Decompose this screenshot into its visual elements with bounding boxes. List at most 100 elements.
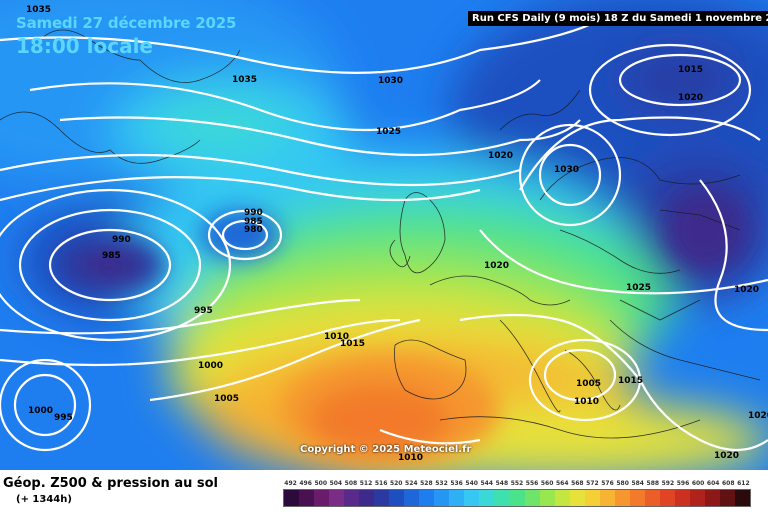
scale-swatch xyxy=(539,490,555,506)
isobar-label: 1000 xyxy=(28,406,53,416)
isobar-label: 995 xyxy=(194,306,213,316)
scale-value-label: 512 xyxy=(359,480,373,487)
isobar-high xyxy=(543,348,617,402)
scale-value-label: 520 xyxy=(389,480,403,487)
isobar-high xyxy=(538,143,602,207)
isobar-low xyxy=(618,53,742,107)
scale-value-label: 596 xyxy=(676,480,690,487)
isobar-line xyxy=(29,79,541,132)
scale-value-label: 568 xyxy=(571,480,584,487)
scale-value-label: 540 xyxy=(465,480,478,487)
scale-swatch xyxy=(584,490,600,506)
scale-swatch xyxy=(434,490,450,506)
scale-swatch xyxy=(599,490,615,506)
scale-swatch xyxy=(449,490,465,506)
isobar-high xyxy=(518,123,622,227)
copyright-notice: Copyright © 2025 Meteociel.fr xyxy=(300,444,472,455)
isobar-line xyxy=(149,318,421,402)
scale-value-label: 544 xyxy=(480,480,494,487)
isobar-value-labels: 1035 1035 1030 1025 1020 1030 1015 1020 … xyxy=(26,5,768,463)
isobar-label: 1025 xyxy=(376,127,401,137)
scale-swatch xyxy=(389,490,405,506)
isobar-label: 1025 xyxy=(626,283,651,293)
scale-swatch xyxy=(704,490,720,506)
scale-value-label: 576 xyxy=(601,480,614,487)
legend-title: Géop. Z500 & pression au sol xyxy=(3,476,218,491)
isobar-label: 1015 xyxy=(678,65,703,75)
isobar-label: 1020 xyxy=(734,285,759,295)
scale-swatch xyxy=(554,490,570,506)
scale-value-label: 524 xyxy=(405,480,418,487)
weather-map: 1035 1035 1030 1025 1020 1030 1015 1020 … xyxy=(0,0,768,470)
map-canvas: 1035 1035 1030 1025 1020 1030 1015 1020 … xyxy=(0,0,768,470)
scale-swatch xyxy=(344,490,360,506)
scale-value-label: 584 xyxy=(631,480,644,487)
isobar-label: 990 xyxy=(244,208,263,218)
scale-swatch xyxy=(374,490,390,506)
isobar-label: 1010 xyxy=(324,332,349,342)
scale-value-label: 508 xyxy=(344,480,358,487)
legend-subtitle: (+ 1344h) xyxy=(16,494,72,505)
scale-swatch xyxy=(479,490,495,506)
isobar-label: 1020 xyxy=(488,151,513,161)
isobar-label: 1020 xyxy=(714,451,739,461)
isobar-label: 1020 xyxy=(748,411,768,421)
isobar-label: 1015 xyxy=(618,376,643,386)
isobar-line xyxy=(0,19,601,74)
scale-swatch xyxy=(314,490,330,506)
isobar-label: 1030 xyxy=(554,165,579,175)
scale-swatch xyxy=(329,490,345,506)
scale-value-label: 564 xyxy=(555,480,569,487)
isobar-label: 985 xyxy=(102,251,121,261)
scale-value-label: 572 xyxy=(586,480,599,487)
scale-swatch xyxy=(524,490,540,506)
scale-swatch xyxy=(494,490,510,506)
isobar-low xyxy=(0,358,92,452)
isobar-label: 1020 xyxy=(484,261,509,271)
scale-value-label: 528 xyxy=(420,480,433,487)
scale-value-label: 516 xyxy=(374,480,388,487)
model-run-info: Run CFS Daily (9 mois) 18 Z du Samedi 1 … xyxy=(468,11,768,26)
isobar-label: 1000 xyxy=(198,361,223,371)
scale-value-label: 496 xyxy=(299,480,312,487)
isobar-line xyxy=(0,176,481,202)
isobar-label: 980 xyxy=(244,225,263,235)
scale-value-label: 580 xyxy=(616,480,629,487)
scale-swatch xyxy=(404,490,420,506)
isobars xyxy=(0,19,768,452)
isobar-low xyxy=(207,209,283,261)
forecast-date: Samedi 27 décembre 2025 xyxy=(16,14,237,32)
scale-swatch xyxy=(674,490,690,506)
scale-swatch xyxy=(659,490,675,506)
isobar-label: 1015 xyxy=(340,339,365,349)
isobar-label: 1005 xyxy=(214,394,239,404)
scale-value-label: 500 xyxy=(314,480,327,487)
scale-value-label: 552 xyxy=(510,480,524,487)
isobar-label: 1005 xyxy=(576,379,601,389)
isobar-low xyxy=(18,208,202,322)
isobar-label: 1020 xyxy=(678,93,703,103)
isobar-line xyxy=(0,318,401,367)
scale-swatch xyxy=(719,490,735,506)
isobar-line xyxy=(59,116,581,157)
scale-swatch xyxy=(509,490,525,506)
scale-value-label: 504 xyxy=(329,480,343,487)
isobar-line xyxy=(379,428,481,445)
isobar-line xyxy=(0,153,521,187)
scale-swatch xyxy=(629,490,645,506)
scale-value-label: 608 xyxy=(722,480,735,487)
isobar-low xyxy=(588,43,752,137)
scale-swatch xyxy=(359,490,375,506)
scale-value-label: 600 xyxy=(691,480,705,487)
isobar-line xyxy=(519,116,761,191)
isobar-label: 985 xyxy=(244,217,263,227)
scale-value-label: 560 xyxy=(540,480,554,487)
isobar-low xyxy=(13,373,77,437)
isobar-label: 1030 xyxy=(378,76,403,86)
isobar-label: 995 xyxy=(54,413,73,423)
scale-value-label: 556 xyxy=(525,480,539,487)
isobar-line xyxy=(699,179,768,332)
color-scale-labels: 492 496 500 504 508 512 516 520 524 528 532 536 540 5… xyxy=(283,480,751,488)
isobar-low xyxy=(48,228,172,302)
